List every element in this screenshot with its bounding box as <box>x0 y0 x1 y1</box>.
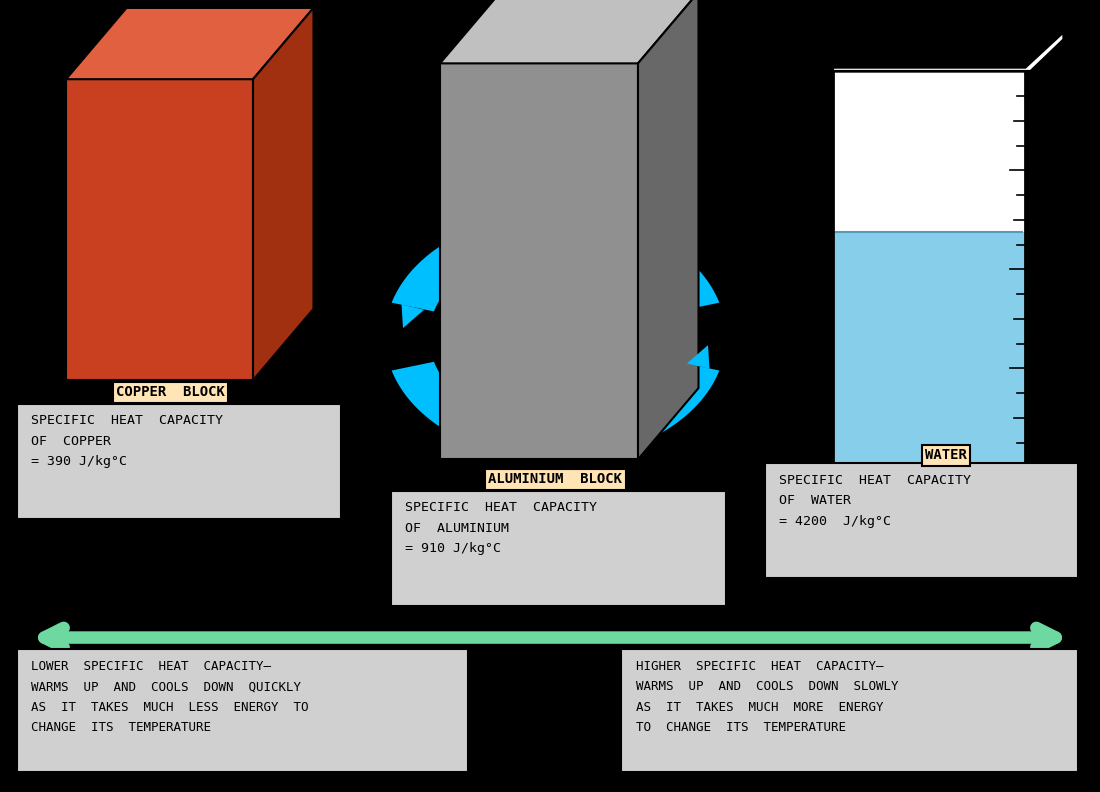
Text: ALUMINIUM  BLOCK: ALUMINIUM BLOCK <box>488 472 623 486</box>
Polygon shape <box>66 79 253 380</box>
Polygon shape <box>392 362 719 459</box>
FancyBboxPatch shape <box>764 463 1078 578</box>
Polygon shape <box>440 63 638 459</box>
Text: LOWER  SPECIFIC  HEAT  CAPACITY–
WARMS  UP  AND  COOLS  DOWN  QUICKLY
AS  IT  TA: LOWER SPECIFIC HEAT CAPACITY– WARMS UP A… <box>31 660 308 734</box>
Polygon shape <box>440 0 698 63</box>
Polygon shape <box>253 8 313 380</box>
Polygon shape <box>638 0 698 459</box>
Text: SPECIFIC  HEAT  CAPACITY
OF  COPPER
= 390 J/kg°C: SPECIFIC HEAT CAPACITY OF COPPER = 390 J… <box>31 414 223 468</box>
Polygon shape <box>392 214 719 311</box>
Text: SPECIFIC  HEAT  CAPACITY
OF  ALUMINIUM
= 910 J/kg°C: SPECIFIC HEAT CAPACITY OF ALUMINIUM = 91… <box>405 501 597 555</box>
Polygon shape <box>833 232 1025 479</box>
Text: HIGHER  SPECIFIC  HEAT  CAPACITY–
WARMS  UP  AND  COOLS  DOWN  SLOWLY
AS  IT  TA: HIGHER SPECIFIC HEAT CAPACITY– WARMS UP … <box>636 660 899 734</box>
Text: SPECIFIC  HEAT  CAPACITY
OF  WATER
= 4200  J/kg°C: SPECIFIC HEAT CAPACITY OF WATER = 4200 J… <box>779 474 971 527</box>
FancyBboxPatch shape <box>390 491 726 606</box>
FancyBboxPatch shape <box>16 404 341 519</box>
Polygon shape <box>402 304 424 328</box>
Text: COPPER  BLOCK: COPPER BLOCK <box>117 385 224 399</box>
FancyBboxPatch shape <box>621 649 1078 772</box>
Polygon shape <box>66 8 314 79</box>
Polygon shape <box>833 67 1025 232</box>
Polygon shape <box>688 345 710 369</box>
Polygon shape <box>833 32 1064 71</box>
FancyBboxPatch shape <box>16 649 468 772</box>
Text: WATER: WATER <box>925 448 967 463</box>
